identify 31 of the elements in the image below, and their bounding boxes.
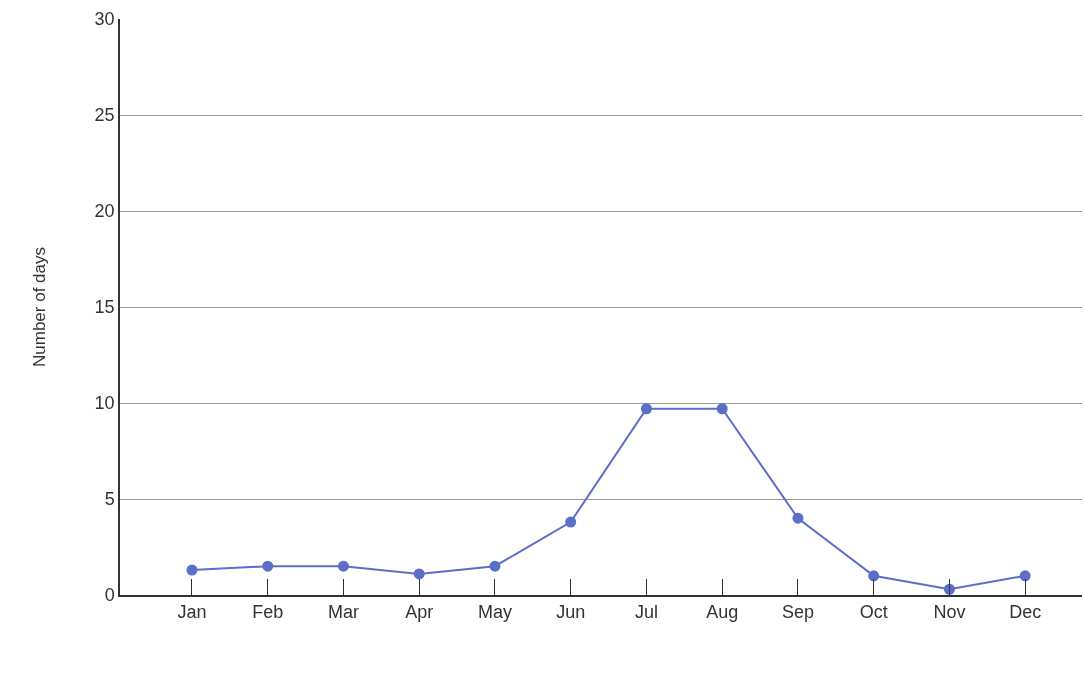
x-tick-label: May — [477, 602, 512, 623]
y-tick-label: 20 — [94, 201, 115, 222]
x-tick-label: Oct — [859, 602, 888, 623]
y-tick-label: 25 — [94, 105, 115, 126]
point — [868, 570, 880, 582]
point — [565, 516, 577, 528]
point — [413, 568, 425, 580]
point — [1019, 570, 1031, 582]
x-tick-label: Apr — [405, 602, 434, 623]
y-tick-label: 10 — [94, 393, 115, 414]
y-axis-title: Number of days — [29, 247, 49, 367]
x-tick-label: Dec — [1009, 602, 1042, 623]
point — [792, 512, 804, 524]
point — [262, 560, 274, 572]
point — [716, 403, 728, 415]
x-tick-label: Jul — [634, 602, 658, 623]
point — [489, 560, 501, 572]
y-tick-label: 5 — [104, 489, 115, 510]
x-tick-label: Jun — [556, 602, 586, 623]
point — [640, 403, 652, 415]
point — [186, 564, 198, 576]
y-tick-label: 15 — [94, 297, 115, 318]
x-tick-label: Nov — [933, 602, 966, 623]
x-tick-label: Jan — [177, 602, 207, 623]
y-tick-label: 30 — [94, 9, 115, 30]
x-tick-label: Aug — [706, 602, 739, 623]
x-tick-label: Mar — [327, 602, 359, 623]
x-tick-label: Feb — [252, 602, 284, 623]
x-tick-label: Sep — [781, 602, 814, 623]
y-tick-label: 0 — [104, 585, 115, 606]
point — [337, 560, 349, 572]
